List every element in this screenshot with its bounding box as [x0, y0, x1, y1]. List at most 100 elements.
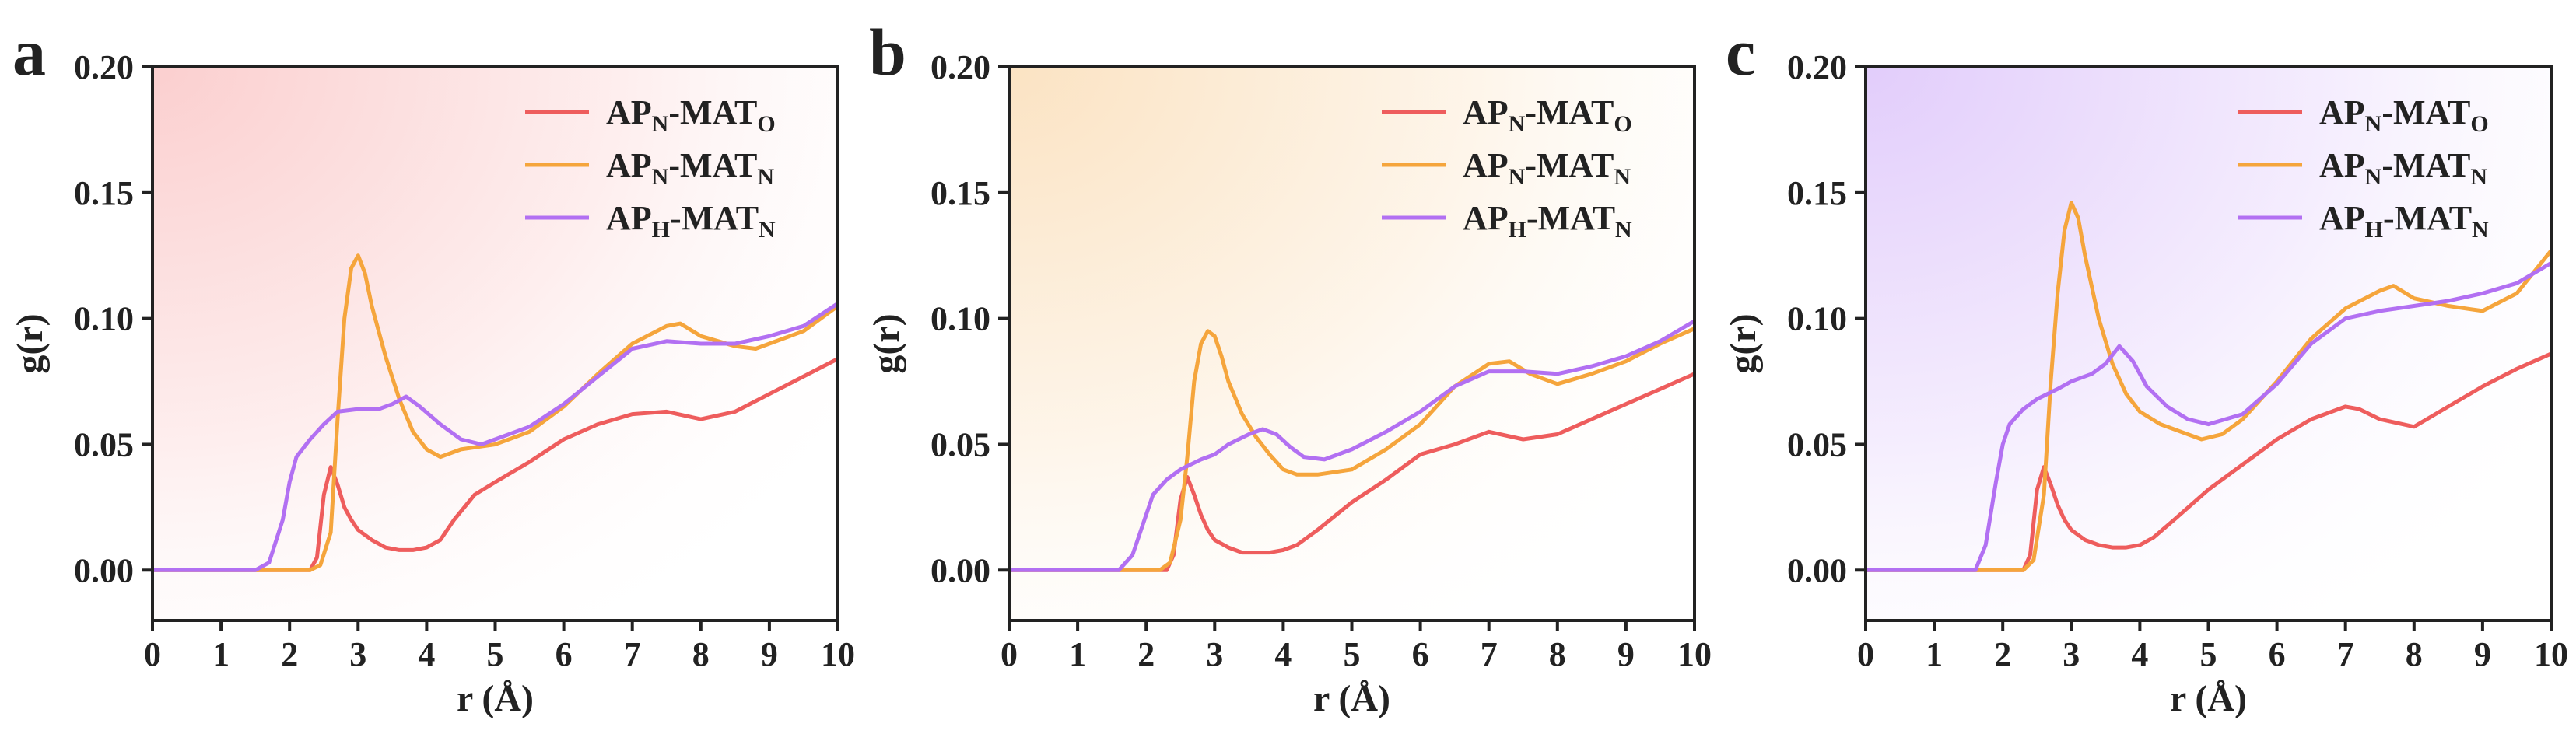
- y-tick-label: 0.00: [74, 551, 134, 589]
- legend-text-part: AP: [1463, 93, 1509, 131]
- series-line-ap-h-mat-n: [1866, 260, 2551, 572]
- legend-text-part: -MAT: [668, 93, 757, 131]
- y-tick-label: 0.05: [1787, 425, 1847, 463]
- x-tick-label: 7: [1481, 635, 1498, 673]
- legend-subscript: N: [759, 217, 776, 243]
- x-tick-label: 2: [1994, 635, 2011, 673]
- legend-subscript: N: [2470, 164, 2487, 190]
- legend-text-part: -MAT: [2381, 93, 2470, 131]
- legend-subscript: N: [2472, 217, 2489, 243]
- panel-a: 0 1 2 3 4 5 6 7 8 9 10 0.00 0.05 0.10 0.15 0.20 r (Å) g(r…: [9, 15, 855, 719]
- y-tick-label: 0.10: [74, 300, 134, 338]
- y-tick-label: 0.20: [931, 48, 990, 86]
- panel-label: c: [1726, 15, 1755, 89]
- x-axis-label: r (Å): [1313, 678, 1390, 719]
- x-tick-label: 8: [692, 635, 710, 673]
- x-tick-label: 6: [1412, 635, 1429, 673]
- legend-entry: APH-MATN: [606, 199, 776, 243]
- x-tick-label: 5: [2200, 635, 2217, 673]
- legend-entry: APN-MATO: [1463, 93, 1632, 137]
- legend-subscript: N: [652, 111, 669, 137]
- x-tick-label: 0: [144, 635, 161, 673]
- legend-subscript: H: [652, 217, 670, 243]
- legend-subscript: H: [1509, 217, 1526, 243]
- x-axis-label: r (Å): [2170, 678, 2247, 719]
- x-tick-label: 7: [624, 635, 641, 673]
- x-tick-label: 7: [2337, 635, 2354, 673]
- legend-subscript: N: [2365, 164, 2382, 190]
- x-tick-label: 10: [2534, 635, 2568, 673]
- y-axis-label: g(r): [1723, 313, 1764, 373]
- legend-text-part: AP: [1463, 199, 1509, 237]
- legend-subscript: O: [757, 111, 775, 137]
- x-tick-label: 1: [212, 635, 230, 673]
- legend-text-part: AP: [2319, 93, 2365, 131]
- x-tick-label: 2: [281, 635, 298, 673]
- y-tick-label: 0.00: [1787, 551, 1847, 589]
- series-line-ap-n-mat-n: [1009, 327, 1695, 572]
- legend-entry: APN-MATO: [2319, 93, 2489, 137]
- legend-subscript: N: [652, 164, 669, 190]
- y-tick-label: 0.15: [1787, 174, 1847, 212]
- y-tick-label: 0.15: [74, 174, 134, 212]
- legend-entry: APH-MATN: [2319, 199, 2489, 243]
- y-tick-label: 0.10: [1787, 300, 1847, 338]
- x-tick-label: 3: [2063, 635, 2080, 673]
- y-tick-label: 0.10: [931, 300, 990, 338]
- legend-text-part: -MAT: [1525, 146, 1614, 184]
- legend-subscript: N: [1615, 217, 1632, 243]
- x-tick-label: 0: [1857, 635, 1874, 673]
- x-tick-label: 8: [2406, 635, 2423, 673]
- y-axis-label: g(r): [866, 313, 907, 373]
- panel-b: 0 1 2 3 4 5 6 7 8 9 10 0.00 0.05 0.10 0.15 0.20 r (Å) g(r…: [866, 15, 1712, 719]
- legend-entry: APN-MATN: [1463, 146, 1631, 190]
- y-tick-label: 0.20: [74, 48, 134, 86]
- plot-background: [1009, 67, 1695, 620]
- x-tick-label: 9: [761, 635, 778, 673]
- legend-entry: APH-MATN: [1463, 199, 1632, 243]
- x-tick-label: 8: [1549, 635, 1566, 673]
- legend-entry: APN-MATO: [606, 93, 776, 137]
- series-line-ap-h-mat-n: [1009, 319, 1695, 572]
- legend-subscript: N: [2365, 111, 2382, 137]
- panel-label: b: [869, 15, 906, 89]
- x-tick-label: 6: [556, 635, 573, 673]
- y-tick-label: 0.15: [931, 174, 990, 212]
- x-tick-label: 4: [418, 635, 435, 673]
- legend-subscript: N: [1614, 164, 1631, 190]
- legend-text-part: -MAT: [668, 146, 757, 184]
- legend-text-part: -MAT: [1526, 199, 1615, 237]
- legend-text-part: AP: [1463, 146, 1509, 184]
- legend-subscript: N: [1509, 164, 1526, 190]
- y-tick-label: 0.00: [931, 551, 990, 589]
- y-tick-label: 0.05: [931, 425, 990, 463]
- series-line-ap-h-mat-n: [152, 301, 838, 572]
- x-tick-label: 4: [1274, 635, 1292, 673]
- x-tick-label: 9: [2474, 635, 2491, 673]
- series-line-ap-n-mat-o: [1866, 351, 2551, 572]
- series-line-ap-n-mat-n: [1866, 201, 2551, 572]
- legend-text-part: -MAT: [670, 199, 759, 237]
- x-tick-label: 9: [1617, 635, 1635, 673]
- legend-subscript: H: [2365, 217, 2383, 243]
- panel-label: a: [12, 15, 46, 89]
- legend-entry: APN-MATN: [2319, 146, 2487, 190]
- x-tick-label: 10: [821, 635, 855, 673]
- legend-text-part: AP: [2319, 146, 2365, 184]
- x-tick-label: 4: [2131, 635, 2148, 673]
- x-tick-label: 5: [487, 635, 504, 673]
- x-tick-label: 5: [1344, 635, 1361, 673]
- x-tick-label: 1: [1069, 635, 1086, 673]
- legend-text-part: AP: [606, 146, 652, 184]
- legend-text-part: AP: [2319, 199, 2365, 237]
- x-tick-label: 3: [349, 635, 366, 673]
- x-tick-label: 3: [1206, 635, 1223, 673]
- legend-subscript: N: [1509, 111, 1526, 137]
- plot-background: [1866, 67, 2551, 620]
- legend-subscript: O: [1614, 111, 1631, 137]
- series-line-ap-n-mat-n: [152, 253, 838, 572]
- legend-subscript: O: [2470, 111, 2488, 137]
